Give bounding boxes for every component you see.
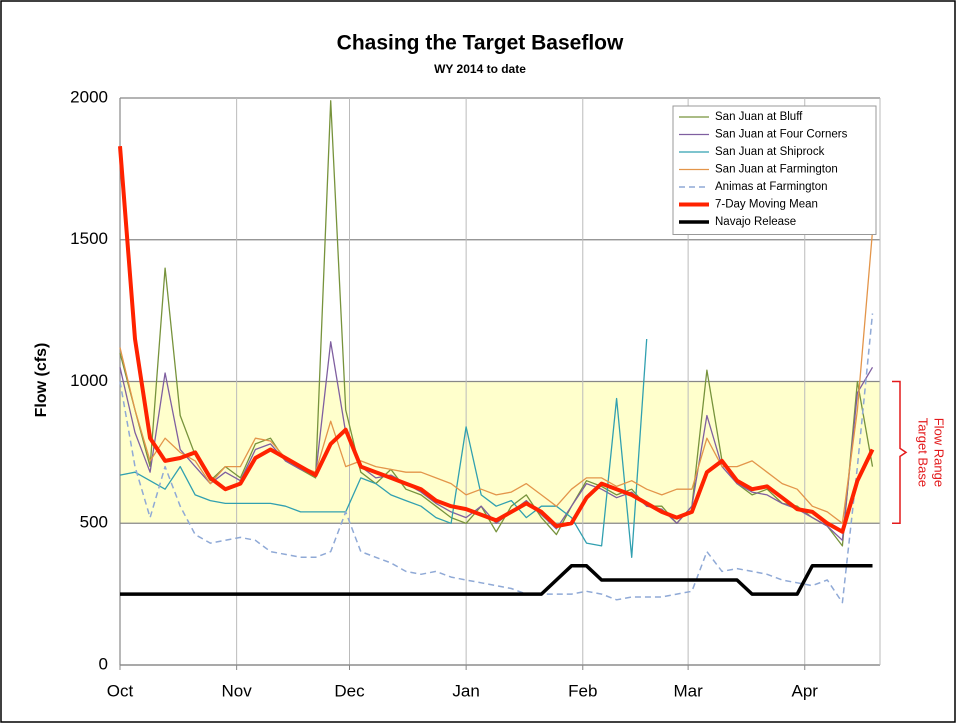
legend-label: San Juan at Four Corners (715, 129, 848, 141)
legend-label: Animas at Farmington (715, 181, 828, 193)
series-line (120, 564, 873, 596)
legend-label: San Juan at Bluff (715, 111, 803, 123)
legend-label: Navajo Release (715, 216, 796, 228)
annotation: Target Base (916, 418, 931, 487)
x-tick-label: Oct (107, 681, 134, 700)
series-line (119, 338, 648, 558)
x-tick-label: Mar (673, 681, 703, 700)
y-axis-label: Flow (cfs) (33, 343, 50, 418)
annotation: Flow Range (932, 418, 947, 487)
chart-title: Chasing the Target Baseflow (337, 32, 624, 55)
y-tick-label: 1000 (70, 371, 108, 390)
series-line (119, 100, 874, 547)
x-tick-label: Apr (792, 681, 819, 700)
x-tick-label: Nov (222, 681, 253, 700)
x-tick-label: Feb (568, 681, 597, 700)
series-line (119, 313, 874, 604)
series-line (119, 231, 874, 524)
legend-label: San Juan at Farmington (715, 164, 838, 176)
x-tick-label: Jan (452, 681, 479, 700)
x-tick-label: Dec (334, 681, 365, 700)
legend-label: San Juan at Shiprock (715, 146, 825, 158)
target-band (120, 381, 880, 524)
y-tick-label: 0 (99, 654, 108, 673)
series-line (118, 146, 875, 534)
range-bracket (892, 380, 908, 524)
legend-box (672, 105, 877, 235)
series-line (119, 341, 874, 541)
y-tick-label: 1500 (70, 229, 108, 248)
y-tick-label: 2000 (70, 87, 108, 106)
chart-subtitle: WY 2014 to date (434, 62, 526, 76)
y-tick-label: 500 (80, 513, 108, 532)
legend-label: 7-Day Moving Mean (715, 199, 818, 211)
